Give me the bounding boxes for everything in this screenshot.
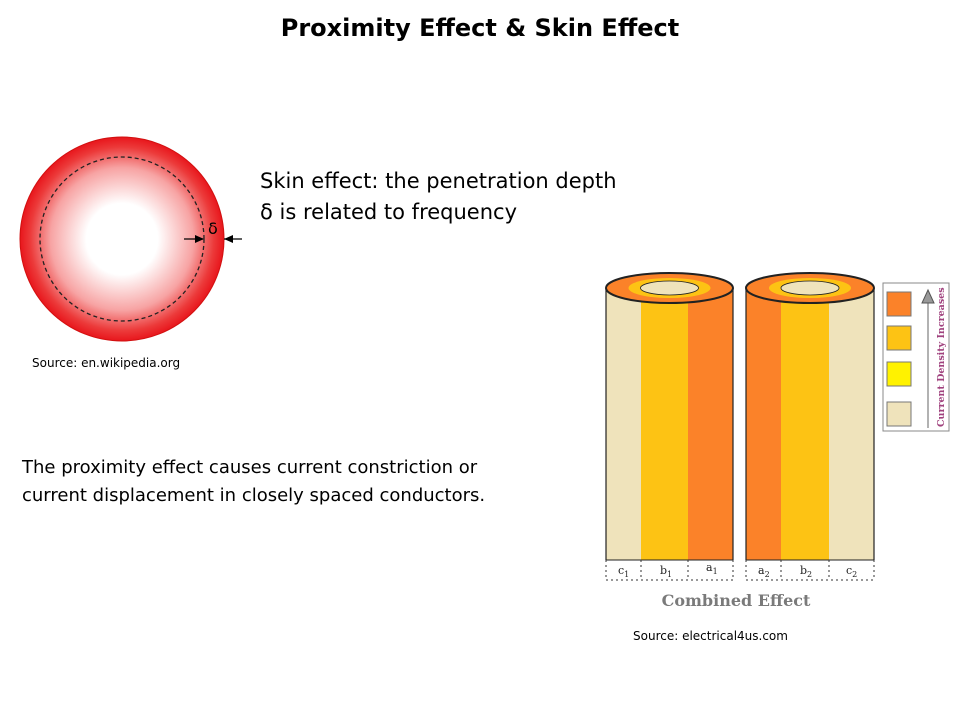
legend-swatch-low [886,401,912,427]
conductor-2 [745,272,875,561]
legend-swatch-medium [886,361,912,387]
conductor-1-region-c [606,288,641,560]
label-a1: a1 [706,561,718,576]
arrow-left-icon [224,235,233,243]
conductor-2-region-b [781,288,829,560]
conductor-1-region-b [641,288,688,560]
proximity-effect-description: The proximity effect causes current cons… [22,454,582,510]
legend-label: Current Density Increases [936,287,947,427]
current-density-legend: Current Density Increases [882,282,950,432]
proximity-line-1: The proximity effect causes current cons… [22,457,478,478]
legend-swatch-highest [886,291,912,317]
delta-label: δ [208,219,218,238]
combined-effect-caption: Combined Effect [662,591,811,610]
conductor-2-region-a [746,288,781,560]
arrow-right-icon [195,235,204,243]
conductor-1 [605,272,734,561]
label-b2: b2 [800,564,812,579]
label-c1: c1 [618,564,629,579]
label-b1: b1 [660,564,672,579]
skin-effect-line-1: Skin effect: the penetration depth [260,169,617,193]
skin-effect-description: Skin effect: the penetration depth δ is … [260,166,660,228]
electrical4us-source: Source: electrical4us.com [633,629,788,643]
arrow-up-icon [921,288,935,304]
wikipedia-source: Source: en.wikipedia.org [32,356,181,370]
label-a2: a2 [758,564,770,579]
page-title: Proximity Effect & Skin Effect [280,14,680,42]
legend-swatch-high [886,325,912,351]
conductor-1-region-a [688,288,733,560]
skin-effect-line-2: δ is related to frequency [260,200,518,224]
combined-effect-diagram: c1 b1 a1 a2 b2 c2 Combined Effect Curren… [605,272,950,610]
skin-effect-diagram: δ [19,136,242,342]
conductor-2-region-c [829,288,874,560]
proximity-line-2: current displacement in closely spaced c… [22,485,486,506]
label-c2: c2 [846,564,857,579]
